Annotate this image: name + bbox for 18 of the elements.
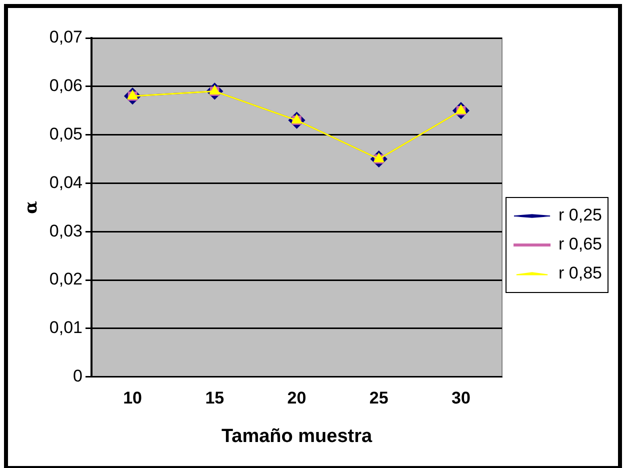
y-tick-label: 0,04 [49, 172, 82, 192]
y-tick-label: 0,01 [49, 318, 82, 338]
y-tick-label: 0,07 [49, 28, 82, 47]
legend-label: r 0,25 [558, 206, 602, 225]
y-tick-label: 0,02 [49, 270, 82, 289]
x-axis-title: Tamaño muestra [221, 426, 373, 447]
legend-label: r 0,85 [558, 264, 602, 283]
y-tick-label: 0 [73, 366, 82, 386]
y-tick-label: 0,05 [49, 124, 82, 144]
y-axis-title: α [22, 200, 42, 214]
legend-label: r 0,65 [558, 234, 602, 254]
y-tick-label: 0,03 [49, 221, 82, 240]
x-tick-label: 10 [123, 388, 142, 408]
x-tick-label: 25 [369, 388, 388, 408]
x-tick-label: 20 [287, 388, 306, 408]
x-tick-label: 30 [452, 388, 470, 408]
y-tick-label: 0,06 [49, 76, 82, 96]
x-tick-label: 15 [205, 388, 224, 408]
